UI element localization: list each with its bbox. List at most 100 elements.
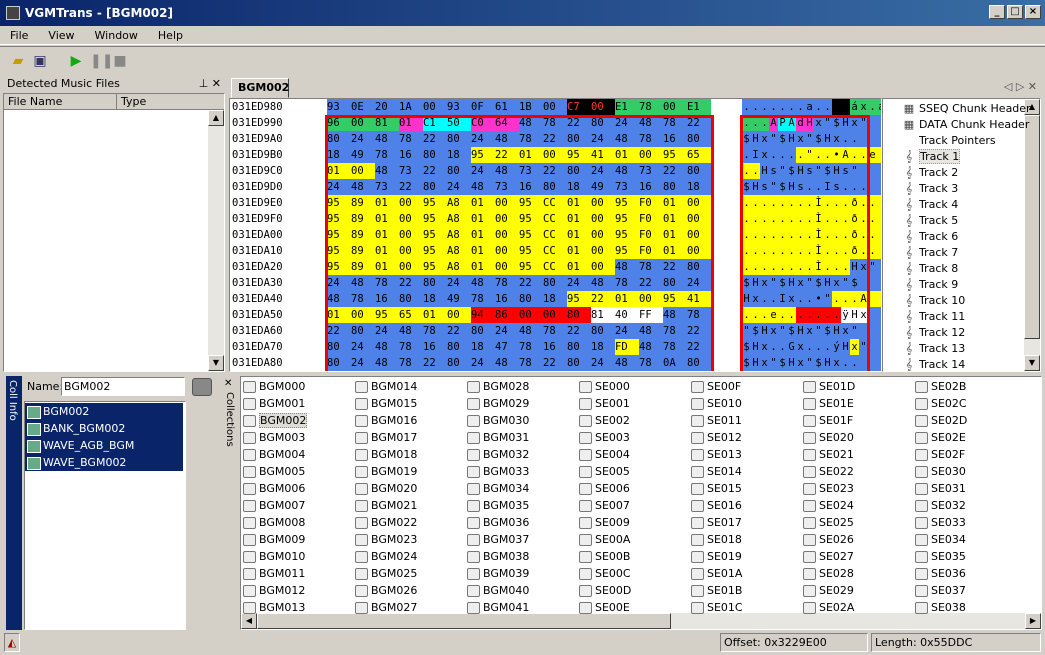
hex-byte[interactable]: 78 bbox=[663, 115, 687, 131]
ascii-char[interactable]: . bbox=[751, 243, 760, 259]
ascii-char[interactable]: . bbox=[742, 195, 751, 211]
ascii-char[interactable]: . bbox=[859, 227, 868, 243]
hex-byte[interactable]: 78 bbox=[399, 355, 423, 371]
close-button[interactable]: × bbox=[1025, 5, 1041, 19]
menu-view[interactable]: View bbox=[48, 28, 75, 42]
ascii-char[interactable]: . bbox=[841, 291, 850, 307]
hex-byte[interactable]: 01 bbox=[471, 211, 495, 227]
collection-item[interactable]: BGM009 bbox=[243, 531, 305, 548]
ascii-char[interactable]: . bbox=[760, 211, 769, 227]
hex-byte[interactable]: 24 bbox=[591, 163, 615, 179]
ascii-char[interactable]: $ bbox=[814, 131, 823, 147]
ascii-char[interactable]: . bbox=[742, 243, 751, 259]
hex-byte[interactable]: 22 bbox=[423, 355, 447, 371]
hex-byte[interactable]: 80 bbox=[687, 131, 711, 147]
hex-byte[interactable]: 00 bbox=[351, 115, 375, 131]
hex-byte[interactable]: 18 bbox=[543, 291, 567, 307]
ascii-char[interactable]: . bbox=[751, 99, 760, 115]
ascii-char[interactable]: H bbox=[823, 275, 832, 291]
tree-item[interactable]: 𝄞 Track 12 bbox=[901, 325, 966, 341]
hex-byte[interactable]: 80 bbox=[591, 115, 615, 131]
hex-byte[interactable]: 78 bbox=[687, 307, 711, 323]
hex-byte[interactable]: 00 bbox=[687, 243, 711, 259]
ascii-char[interactable] bbox=[877, 307, 881, 323]
collection-item[interactable]: SE026 bbox=[803, 531, 854, 548]
tree-item[interactable]: 𝄞 Track 7 bbox=[901, 245, 959, 261]
hex-byte[interactable]: 80 bbox=[327, 355, 351, 371]
hex-byte[interactable]: 48 bbox=[591, 275, 615, 291]
ascii-char[interactable]: $ bbox=[742, 131, 751, 147]
hex-byte[interactable]: 78 bbox=[495, 275, 519, 291]
collection-item[interactable]: SE00F bbox=[691, 378, 741, 395]
ascii-char[interactable] bbox=[859, 131, 868, 147]
hex-byte[interactable]: 80 bbox=[327, 339, 351, 355]
collection-item[interactable]: SE001 bbox=[579, 395, 630, 412]
ascii-char[interactable]: . bbox=[814, 307, 823, 323]
tree-item[interactable]: 𝄞 Track 11 bbox=[901, 309, 966, 325]
ascii-char[interactable]: . bbox=[796, 227, 805, 243]
hex-byte[interactable]: 93 bbox=[447, 99, 471, 115]
ascii-char[interactable]: . bbox=[868, 99, 877, 115]
tree-item[interactable]: 𝄞 Track 13 bbox=[901, 341, 966, 357]
ascii-char[interactable]: . bbox=[778, 307, 787, 323]
hex-byte[interactable]: 18 bbox=[447, 147, 471, 163]
collection-item[interactable]: BGM027 bbox=[355, 599, 417, 616]
ascii-char[interactable]: Ç bbox=[832, 99, 841, 115]
hex-byte[interactable]: C1 bbox=[423, 115, 447, 131]
ascii-char[interactable] bbox=[868, 323, 877, 339]
hex-byte[interactable]: 94 bbox=[471, 307, 495, 323]
ascii-char[interactable]: . bbox=[769, 259, 778, 275]
hex-byte[interactable]: 48 bbox=[495, 163, 519, 179]
ascii-char[interactable]: . bbox=[832, 227, 841, 243]
menu-file[interactable]: File bbox=[10, 28, 29, 42]
ascii-char[interactable]: " bbox=[805, 131, 814, 147]
ascii-char[interactable]: . bbox=[751, 195, 760, 211]
ascii-char[interactable]: . bbox=[841, 243, 850, 259]
hex-byte[interactable]: 48 bbox=[495, 131, 519, 147]
ascii-char[interactable]: . bbox=[796, 147, 805, 163]
ascii-char[interactable]: H bbox=[832, 323, 841, 339]
ascii-char[interactable]: . bbox=[814, 179, 823, 195]
ascii-char[interactable]: . bbox=[787, 259, 796, 275]
ascii-char[interactable] bbox=[868, 115, 877, 131]
ascii-char[interactable]: $ bbox=[823, 163, 832, 179]
ascii-char[interactable]: " bbox=[742, 323, 751, 339]
hex-byte[interactable]: 00 bbox=[591, 211, 615, 227]
ascii-char[interactable]: " bbox=[805, 355, 814, 371]
collection-item[interactable]: BGM012 bbox=[243, 582, 305, 599]
hex-byte[interactable]: 22 bbox=[423, 163, 447, 179]
ascii-char[interactable]: $ bbox=[787, 163, 796, 179]
ascii-char[interactable] bbox=[868, 291, 877, 307]
hex-byte[interactable]: 78 bbox=[519, 131, 543, 147]
ascii-char[interactable] bbox=[877, 195, 881, 211]
ascii-char[interactable]: x bbox=[805, 323, 814, 339]
ascii-char[interactable]: I bbox=[778, 291, 787, 307]
ascii-char[interactable]: . bbox=[742, 211, 751, 227]
ascii-char[interactable]: . bbox=[742, 115, 751, 131]
ascii-char[interactable]: x bbox=[760, 275, 769, 291]
ascii-char[interactable]: . bbox=[823, 243, 832, 259]
hex-byte[interactable]: E1 bbox=[687, 99, 711, 115]
ascii-char[interactable]: " bbox=[814, 163, 823, 179]
ascii-char[interactable]: . bbox=[751, 227, 760, 243]
ascii-char[interactable]: $ bbox=[742, 179, 751, 195]
play-icon[interactable]: ▶ bbox=[70, 52, 82, 69]
hex-byte[interactable]: A8 bbox=[447, 211, 471, 227]
ascii-char[interactable]: x bbox=[832, 131, 841, 147]
collection-item[interactable]: SE022 bbox=[803, 463, 854, 480]
hex-byte[interactable]: 18 bbox=[567, 179, 591, 195]
hex-byte[interactable]: 0F bbox=[471, 99, 495, 115]
collection-item[interactable]: SE015 bbox=[691, 480, 742, 497]
hex-byte[interactable]: CC bbox=[543, 243, 567, 259]
collections-list[interactable]: ◀ ▶ BGM000 BGM001 BGM002 BGM003 BGM004 BGM005… bbox=[240, 376, 1042, 630]
hex-view[interactable]: 031ED980 93 0E 20 1A 00 93 0F 61 1B 00 C7 00 E1 78 00 E1… bbox=[229, 98, 882, 372]
collection-item[interactable]: SE003 bbox=[579, 429, 630, 446]
ascii-char[interactable]: . bbox=[832, 259, 841, 275]
hex-byte[interactable]: F0 bbox=[639, 195, 663, 211]
hex-byte[interactable]: 00 bbox=[543, 147, 567, 163]
ascii-char[interactable]: . bbox=[769, 99, 778, 115]
ascii-char[interactable]: $ bbox=[778, 179, 787, 195]
collection-item[interactable]: BGM011 bbox=[243, 565, 305, 582]
hex-byte[interactable]: CC bbox=[543, 259, 567, 275]
ascii-char[interactable]: Á bbox=[769, 115, 778, 131]
